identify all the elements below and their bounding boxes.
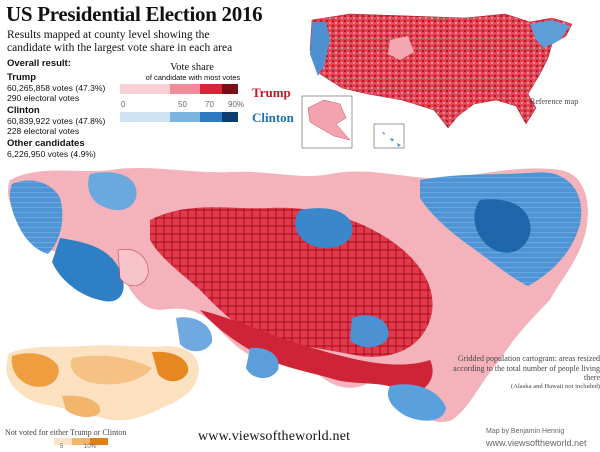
west-bubble-pink <box>117 248 149 287</box>
reference-map-northeast <box>530 20 570 48</box>
trump-name: Trump <box>7 72 37 83</box>
trump-legend-scale <box>120 84 238 94</box>
other-candidates-name: Other candidates <box>7 138 85 149</box>
new-york-blue <box>474 199 531 253</box>
other-inset-south <box>62 395 101 418</box>
trump-swatch-0 <box>120 84 170 94</box>
texas-cities-blue <box>246 347 279 379</box>
south-red <box>200 310 433 393</box>
trump-electoral-votes: 290 electoral votes <box>7 93 80 103</box>
california-blue <box>52 238 124 302</box>
legend-subtitle: of candidate with most votes <box>145 73 241 82</box>
reference-map-label: Reference map <box>530 97 579 106</box>
overall-results: Overall result: Trump 60,265,858 votes (… <box>7 58 137 159</box>
clinton-swatch-0 <box>120 112 170 122</box>
page-subtitle: Results mapped at county level showing t… <box>7 29 233 54</box>
reference-map-alaska-box <box>301 95 353 149</box>
reference-map-hawaii-box <box>373 123 405 149</box>
atlanta-blue <box>350 315 389 348</box>
other-inset-tick-5: 5 <box>60 444 64 450</box>
credit-url: www.viewsoftheworld.net <box>486 438 587 448</box>
clinton-electoral-votes: 228 electoral votes <box>7 126 80 136</box>
legend-tick-90: 90% <box>228 100 245 109</box>
clinton-votes: 60,839,922 votes (47.8%) <box>7 116 106 126</box>
legend-clinton-label: Clinton <box>252 110 294 125</box>
other-inset-label: Not voted for either Trump or Clinton <box>5 428 127 437</box>
clinton-swatch-3 <box>222 112 238 122</box>
trump-swatch-1 <box>170 84 200 94</box>
legend-tick-0: 0 <box>121 100 126 109</box>
overall-heading: Overall result: <box>7 58 71 69</box>
legend-title: Vote share <box>170 62 214 73</box>
clinton-swatch-1 <box>170 112 200 122</box>
trump-swatch-2 <box>200 84 222 94</box>
reference-map <box>301 13 573 149</box>
other-inset-legend <box>54 438 108 445</box>
other-candidates-votes: 6,226,950 votes (4.9%) <box>7 149 96 159</box>
pacific-nw-blue <box>88 172 137 211</box>
cartogram <box>7 168 588 423</box>
other-candidates-inset <box>6 345 199 421</box>
west-coast-blue <box>9 180 63 254</box>
reference-map-pink-area <box>388 36 414 60</box>
other-inset-east <box>152 351 189 382</box>
vote-share-legend <box>120 84 238 122</box>
other-inset-tick-10: 10% <box>84 444 97 450</box>
reference-map-pacific-coast <box>310 22 330 76</box>
florida-blue <box>387 384 446 421</box>
cartogram-note: Gridded population cartogram: areas resi… <box>453 354 600 382</box>
clinton-name: Clinton <box>7 105 40 116</box>
clinton-legend-scale <box>120 112 238 122</box>
legend-tick-70: 70 <box>205 100 214 109</box>
trump-swatch-3 <box>222 84 238 94</box>
website-url[interactable]: www.viewsoftheworld.net <box>198 429 351 444</box>
trump-votes: 60,265,858 votes (47.3%) <box>7 83 106 93</box>
texas-border-blue <box>176 317 213 352</box>
other-inset-west <box>11 353 59 387</box>
credit-author: Map by Benjamin Hennig <box>486 428 565 435</box>
cartogram-note-aside: (Alaska and Hawaii not included) <box>511 383 600 390</box>
clinton-swatch-2 <box>200 112 222 122</box>
chicago-blue <box>295 208 353 249</box>
legend-trump-label: Trump <box>252 85 291 100</box>
legend-tick-50: 50 <box>178 100 187 109</box>
page-title: US Presidential Election 2016 <box>6 2 263 26</box>
reference-map-hawaii <box>382 132 401 147</box>
reference-map-us-outline <box>309 13 573 129</box>
reference-map-alaska <box>307 99 351 141</box>
other-inset-central <box>70 355 152 385</box>
